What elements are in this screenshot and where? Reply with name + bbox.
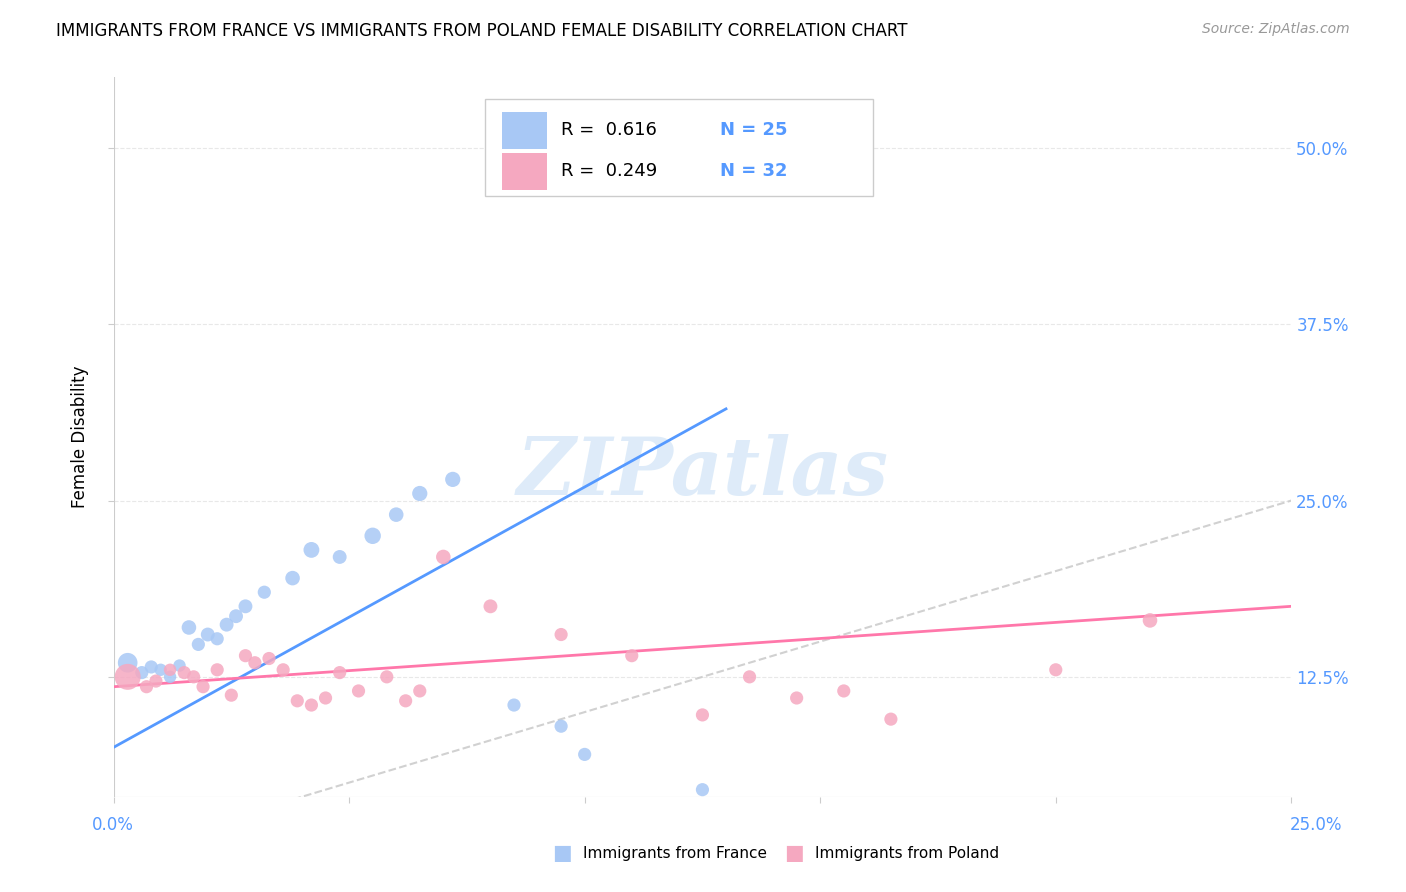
Point	[205, 632, 228, 646]
Point	[253, 585, 276, 599]
Text: Immigrants from Poland: Immigrants from Poland	[815, 846, 1000, 861]
Point	[281, 571, 304, 585]
Point	[832, 684, 855, 698]
FancyBboxPatch shape	[502, 153, 547, 190]
FancyBboxPatch shape	[502, 112, 547, 149]
Text: N = 32: N = 32	[720, 162, 787, 180]
Point	[221, 688, 243, 702]
Point	[550, 719, 572, 733]
Point	[225, 609, 247, 624]
Point	[432, 549, 454, 564]
Point	[299, 542, 322, 557]
Point	[183, 670, 205, 684]
Point	[271, 663, 294, 677]
Point	[131, 665, 153, 680]
Point	[141, 660, 163, 674]
Text: R =  0.616: R = 0.616	[561, 121, 657, 139]
Point	[550, 627, 572, 641]
Text: 0.0%: 0.0%	[91, 816, 134, 834]
FancyBboxPatch shape	[485, 99, 873, 196]
Text: ■: ■	[553, 843, 572, 863]
Point	[285, 694, 308, 708]
Text: R =  0.249: R = 0.249	[561, 162, 658, 180]
Point	[620, 648, 643, 663]
Point	[299, 698, 322, 712]
Point	[159, 670, 181, 684]
Point	[235, 599, 257, 614]
Point	[479, 599, 502, 614]
Point	[257, 651, 280, 665]
Point	[243, 656, 266, 670]
Text: ■: ■	[785, 843, 804, 863]
Point	[197, 627, 219, 641]
Point	[117, 656, 139, 670]
Point	[173, 665, 195, 680]
Point	[329, 665, 352, 680]
Point	[375, 670, 398, 684]
Point	[692, 782, 714, 797]
Point	[149, 663, 172, 677]
Point	[441, 472, 464, 486]
Point	[692, 707, 714, 722]
Point	[385, 508, 408, 522]
Point	[880, 712, 903, 726]
Point	[177, 620, 200, 634]
Point	[169, 658, 191, 673]
Point	[347, 684, 370, 698]
Point	[315, 691, 337, 706]
Point	[145, 674, 167, 689]
Point	[329, 549, 352, 564]
Point	[738, 670, 761, 684]
Text: N = 25: N = 25	[720, 121, 787, 139]
Point	[135, 680, 157, 694]
Point	[361, 529, 384, 543]
Text: Source: ZipAtlas.com: Source: ZipAtlas.com	[1202, 22, 1350, 37]
Point	[159, 663, 181, 677]
Point	[574, 747, 596, 762]
Text: 25.0%: 25.0%	[1291, 816, 1343, 834]
Point	[205, 663, 228, 677]
Text: ZIPatlas: ZIPatlas	[516, 434, 889, 512]
Point	[1139, 614, 1161, 628]
Point	[117, 670, 139, 684]
Text: IMMIGRANTS FROM FRANCE VS IMMIGRANTS FROM POLAND FEMALE DISABILITY CORRELATION C: IMMIGRANTS FROM FRANCE VS IMMIGRANTS FRO…	[56, 22, 908, 40]
Y-axis label: Female Disability: Female Disability	[72, 366, 89, 508]
Point	[215, 617, 238, 632]
Point	[503, 698, 526, 712]
Point	[187, 637, 209, 651]
Point	[409, 684, 432, 698]
Point	[235, 648, 257, 663]
Point	[191, 680, 214, 694]
Point	[786, 691, 808, 706]
Point	[409, 486, 432, 500]
Point	[1045, 663, 1067, 677]
Point	[395, 694, 418, 708]
Text: Immigrants from France: Immigrants from France	[583, 846, 768, 861]
